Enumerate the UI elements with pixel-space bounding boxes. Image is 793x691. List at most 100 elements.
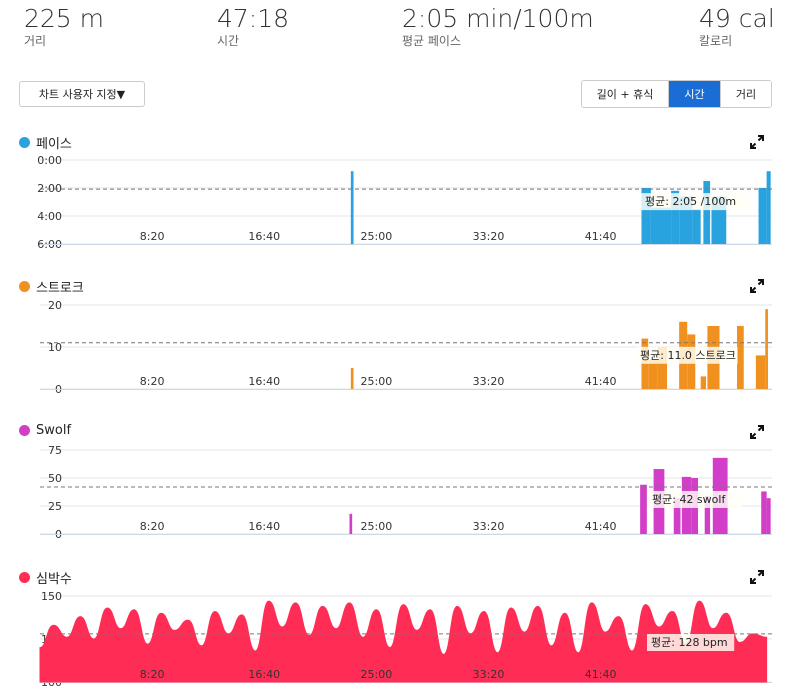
swolf-bar — [640, 484, 647, 534]
heart-rate-average-label-bg — [647, 634, 735, 651]
pace-bar — [671, 190, 680, 244]
heart-rate-chart-title: 심박수 — [19, 568, 72, 587]
stat-calories-label: 칼로리 — [699, 34, 733, 48]
stroke-bar — [648, 359, 658, 389]
swolf-average-label: 평균: 42 swolf — [648, 490, 743, 508]
pace-x-tick-label: 41:40 — [585, 230, 617, 243]
stroke-expand-icon[interactable] — [750, 279, 764, 293]
swolf-y-tick-label: 75 — [48, 444, 62, 457]
swolf-bar — [673, 498, 681, 534]
stroke-chart-title: 스트로크 — [19, 277, 84, 296]
pace-x-tick-label: 16:40 — [248, 230, 280, 243]
customize-chart-button[interactable]: 차트 사용자 지정▼ — [19, 81, 145, 107]
swolf-bar — [691, 478, 698, 534]
pace-bar — [692, 209, 701, 244]
swolf-x-tick-label: 25:00 — [361, 520, 393, 533]
stroke-x-tick-label: 33:20 — [473, 375, 505, 388]
heart-rate-x-tick-label: 25:00 — [361, 668, 393, 681]
swolf-x-tick-label: 33:20 — [473, 520, 505, 533]
stroke-bar — [687, 334, 696, 389]
stroke-x-tick-label: 25:00 — [361, 375, 393, 388]
stroke-bar — [700, 376, 707, 389]
pace-bar — [641, 188, 651, 244]
stat-pace: 2:05 min/100m 평균 페이스 — [402, 4, 594, 48]
pace-legend-dot — [19, 137, 30, 148]
stat-calories: 49 cal 칼로리 — [699, 4, 775, 48]
stroke-bar — [657, 347, 668, 389]
stroke-average-label: 평균: 11.0 스트로크 — [636, 346, 738, 364]
swolf-expand-icon[interactable] — [750, 425, 764, 439]
swolf-x-tick-label: 41:40 — [585, 520, 617, 533]
stroke-bar — [737, 326, 744, 389]
stroke-bar — [707, 326, 720, 389]
heart-rate-x-tick-label: 41:40 — [585, 668, 617, 681]
stroke-title-text: 스트로크 — [36, 281, 84, 296]
toggle-length-rest[interactable]: 길이 + 휴식 — [582, 81, 668, 107]
swolf-bar — [704, 495, 711, 534]
stroke-legend-dot — [19, 281, 30, 292]
stroke-x-tick-label: 41:40 — [585, 375, 617, 388]
pace-bar — [650, 207, 672, 244]
stroke-bar — [350, 368, 354, 389]
pace-bar — [758, 188, 767, 244]
swolf-bar — [761, 491, 767, 534]
pace-y-tick-label: 0:00 — [37, 154, 62, 167]
stat-distance-value: 225 m — [24, 4, 105, 33]
swolf-y-tick-label: 0 — [55, 528, 62, 541]
swolf-y-tick-label: 50 — [48, 472, 62, 485]
heart-rate-y-tick-label: 150 — [41, 590, 62, 603]
swolf-legend-dot — [19, 425, 30, 436]
swolf-chart-title: Swolf — [19, 423, 71, 438]
swolf-title-text: Swolf — [36, 423, 72, 438]
swolf-bar — [712, 457, 728, 534]
pace-bar — [703, 181, 711, 244]
pace-bar — [711, 196, 727, 244]
swolf-average-label-text: 평균: 42 swolf — [652, 493, 726, 506]
pace-chart-title: 페이스 — [19, 133, 72, 152]
toggle-time[interactable]: 시간 — [668, 81, 720, 107]
heart-rate-y-tick-label: 100 — [41, 676, 62, 689]
swolf-bar — [653, 469, 665, 534]
swolf-x-tick-label: 16:40 — [248, 520, 280, 533]
heart-rate-y-tick-label: 125 — [41, 633, 62, 646]
swolf-bar — [349, 513, 353, 534]
heart-rate-x-tick-label: 33:20 — [473, 668, 505, 681]
stroke-bar — [679, 321, 688, 389]
stat-time-label: 시간 — [217, 34, 240, 48]
pace-x-tick-label: 25:00 — [361, 230, 393, 243]
pace-bar — [350, 171, 354, 244]
heart-rate-legend-dot — [19, 572, 30, 583]
pace-y-tick-label: 4:00 — [37, 210, 62, 223]
toggle-distance[interactable]: 거리 — [720, 81, 771, 107]
heart-rate-x-tick-label: 16:40 — [248, 668, 280, 681]
swolf-average-label-bg — [648, 490, 743, 508]
pace-average-label-text: 평균: 2:05 /100m — [645, 195, 736, 208]
pace-title-text: 페이스 — [36, 137, 72, 152]
stroke-bar — [755, 355, 766, 389]
stat-calories-value: 49 cal — [699, 4, 775, 33]
pace-expand-icon[interactable] — [750, 135, 764, 149]
pace-average-label-bg — [641, 193, 750, 211]
heart-rate-x-tick-label: 8:20 — [140, 668, 165, 681]
swolf-bar — [681, 476, 692, 534]
stat-distance: 225 m 거리 — [24, 4, 104, 48]
stroke-y-tick-label: 0 — [55, 383, 62, 396]
heart-rate-expand-icon[interactable] — [750, 570, 764, 584]
stat-time: 47:18 시간 — [217, 4, 289, 48]
heart-rate-title-text: 심박수 — [36, 572, 72, 587]
swolf-bar — [766, 498, 771, 534]
heart-rate-average-label: 평균: 128 bpm — [647, 634, 735, 651]
pace-x-tick-label: 33:20 — [473, 230, 505, 243]
stroke-average-label-text: 평균: 11.0 스트로크 — [640, 349, 736, 362]
stat-time-value: 47:18 — [217, 4, 290, 33]
pace-bar — [766, 171, 771, 244]
pace-average-label: 평균: 2:05 /100m — [641, 193, 750, 211]
stroke-average-label-bg — [636, 346, 738, 364]
heart-rate-area — [39, 600, 768, 683]
stroke-bar — [641, 338, 649, 389]
stroke-x-tick-label: 8:20 — [140, 375, 165, 388]
heart-rate-average-label-text: 평균: 128 bpm — [651, 636, 728, 649]
pace-y-tick-label: 2:00 — [37, 182, 62, 195]
stat-pace-value: 2:05 min/100m — [402, 4, 594, 33]
swolf-x-tick-label: 8:20 — [140, 520, 165, 533]
